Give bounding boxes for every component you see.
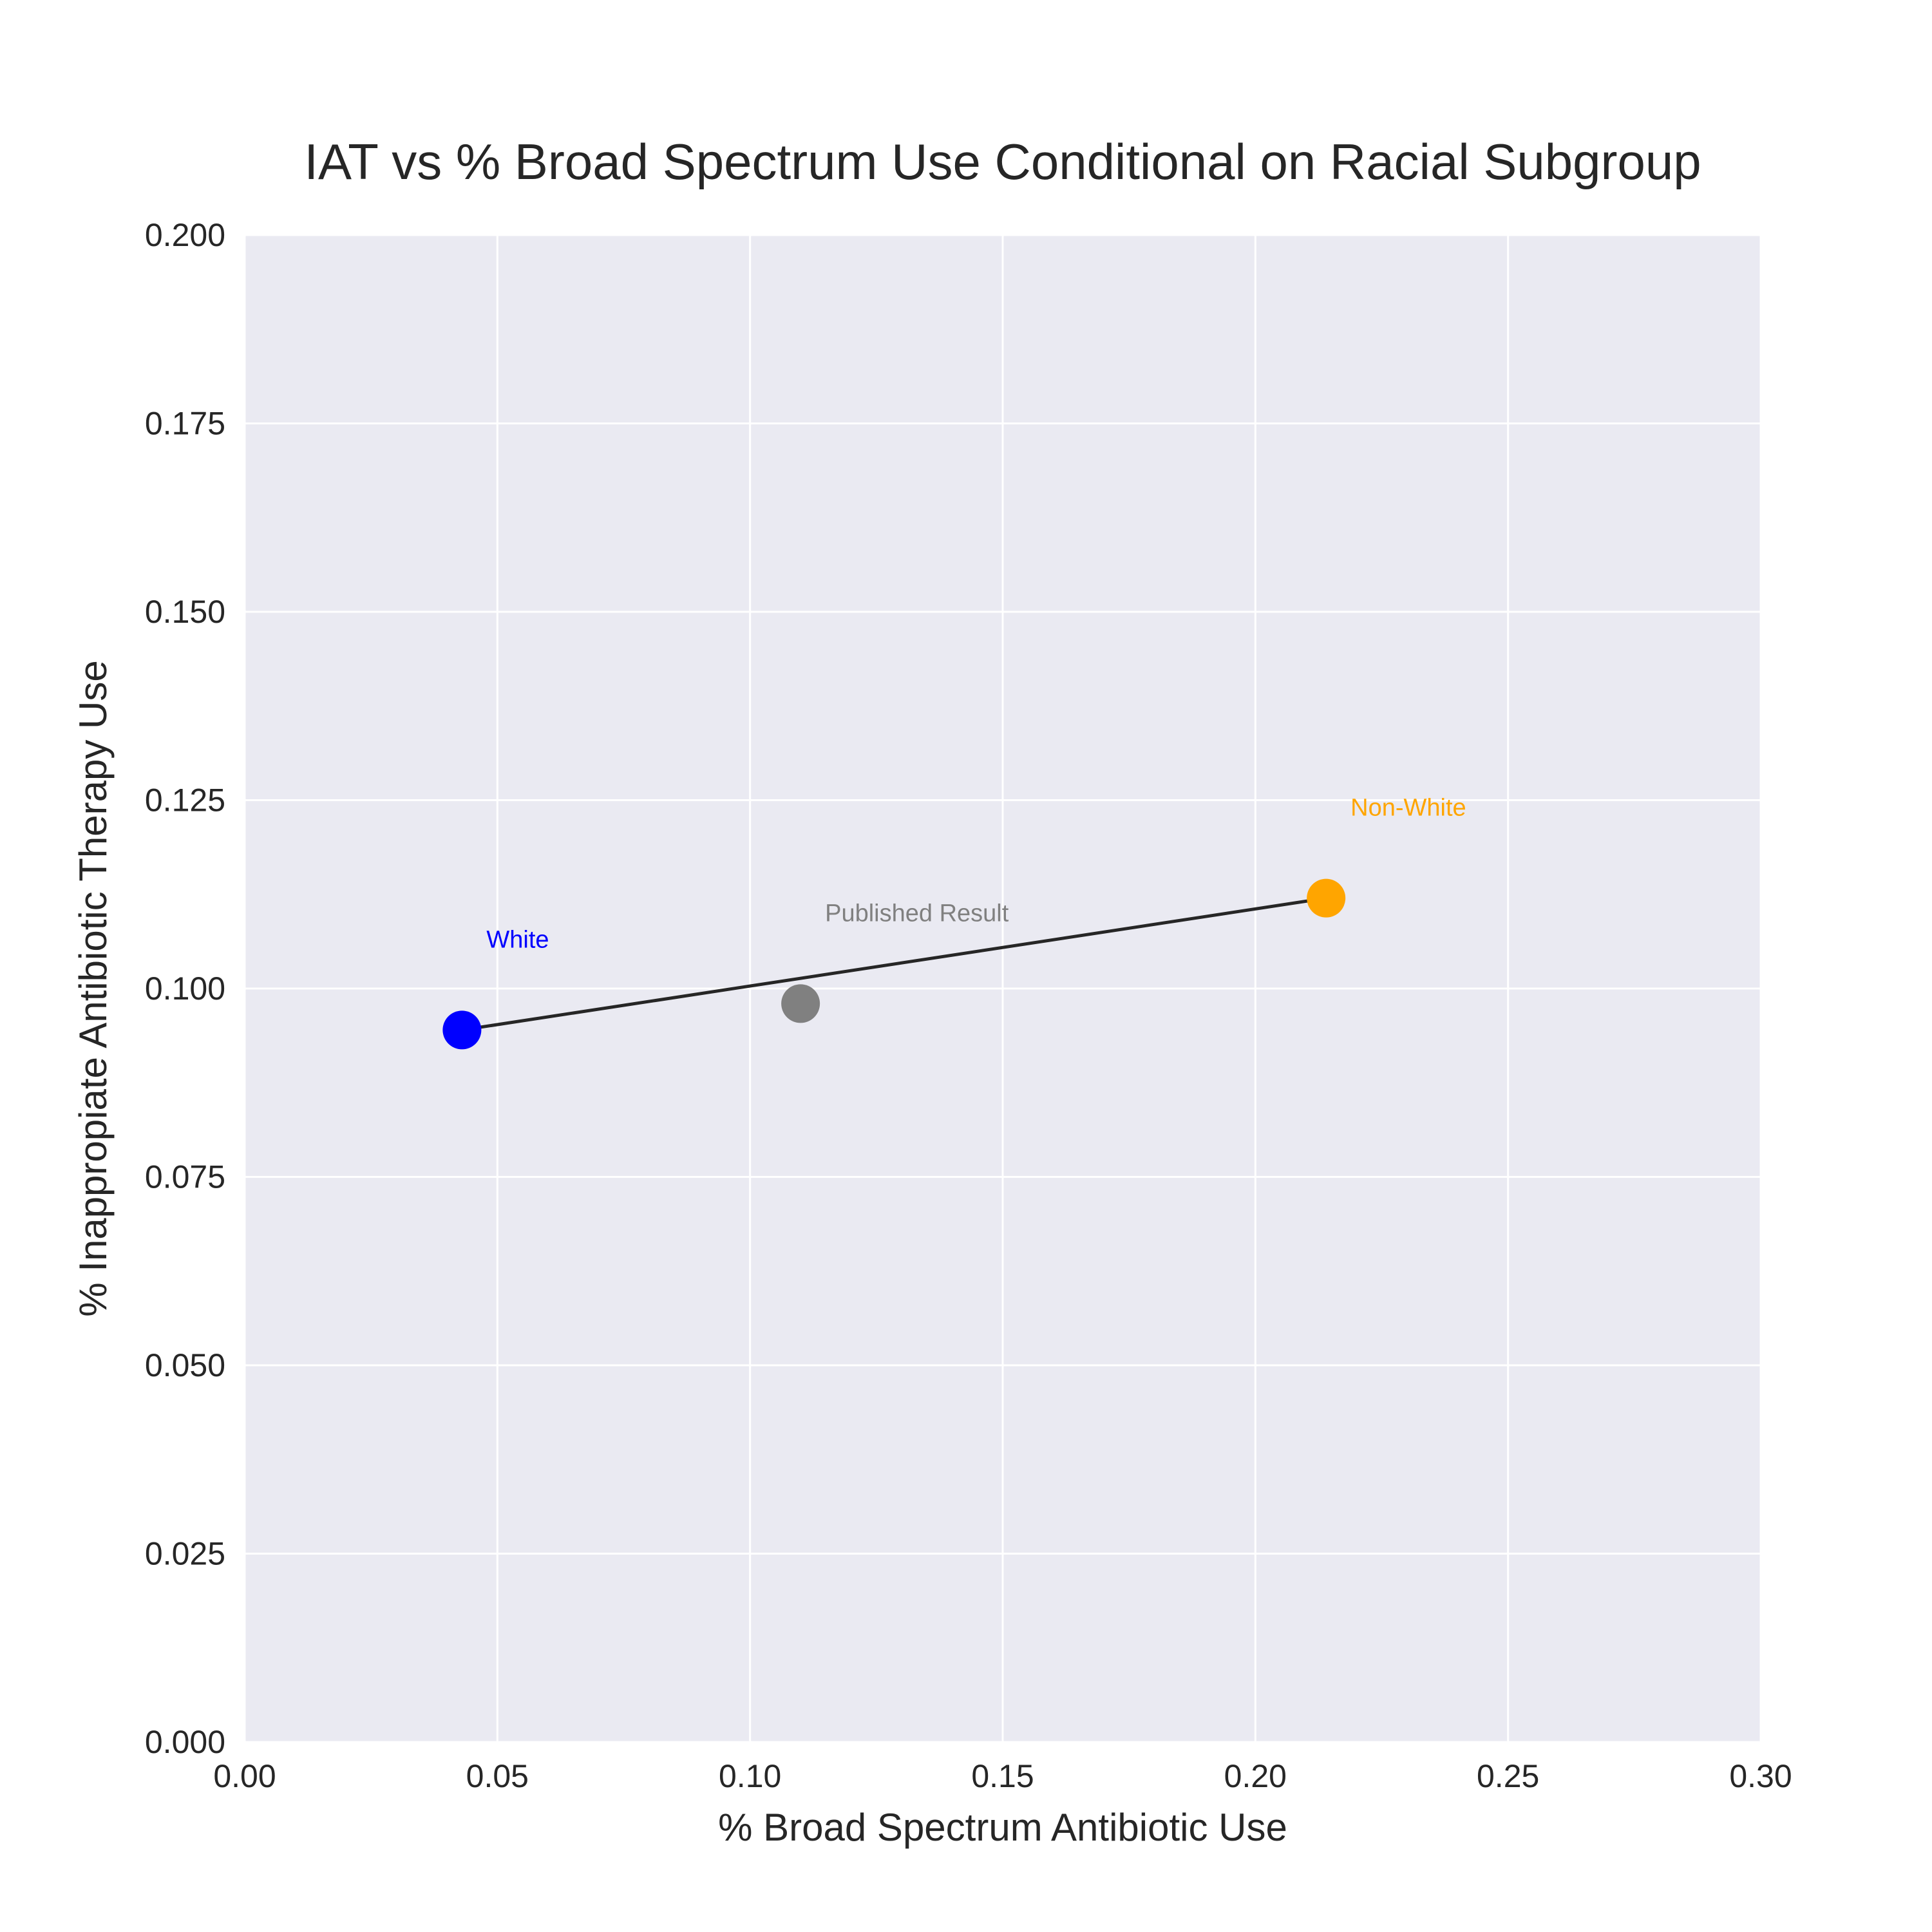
y-axis-label: % Inappropiate Antibiotic Therapy Use: [71, 660, 115, 1317]
x-tick-label: 0.10: [719, 1758, 781, 1794]
point-annotation: Published Result: [825, 900, 1009, 927]
x-axis-label: % Broad Spectrum Antibiotic Use: [718, 1806, 1287, 1849]
data-point: [781, 984, 820, 1023]
x-tick-labels: 0.00 0.05 0.10 0.15 0.20 0.25 0.30: [213, 1758, 1792, 1794]
y-tick-label: 0.075: [145, 1159, 225, 1195]
point-annotation: White: [486, 926, 549, 953]
point-annotation: Non-White: [1350, 795, 1466, 822]
y-tick-label: 0.100: [145, 971, 225, 1007]
x-tick-label: 0.05: [466, 1758, 529, 1794]
y-tick-label: 0.175: [145, 406, 225, 442]
x-tick-label: 0.00: [213, 1758, 276, 1794]
chart-title: IAT vs % Broad Spectrum Use Conditional …: [304, 133, 1701, 190]
x-tick-label: 0.30: [1729, 1758, 1792, 1794]
y-tick-label: 0.000: [145, 1724, 225, 1760]
y-tick-label: 0.150: [145, 594, 225, 630]
y-tick-label: 0.125: [145, 782, 225, 819]
y-tick-label: 0.050: [145, 1347, 225, 1383]
y-tick-label: 0.200: [145, 217, 225, 253]
data-point: [442, 1010, 482, 1050]
y-tick-labels: 0.000 0.025 0.050 0.075 0.100 0.125 0.150 0.175…: [145, 217, 225, 1760]
connector-line: [462, 896, 1327, 1032]
y-tick-label: 0.025: [145, 1536, 225, 1572]
x-tick-label: 0.25: [1477, 1758, 1539, 1794]
x-tick-label: 0.20: [1224, 1758, 1287, 1794]
x-tick-label: 0.15: [971, 1758, 1034, 1794]
grid: [243, 234, 1762, 1743]
series-layer: White Published Result Non-White: [442, 795, 1466, 1050]
data-point: [1307, 878, 1346, 918]
